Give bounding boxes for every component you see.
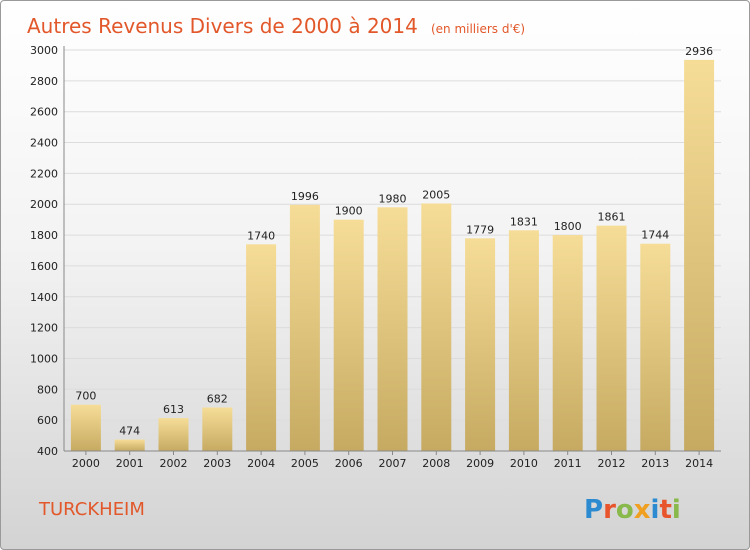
bar-2009 [465, 238, 496, 451]
x-tick-label: 2006 [335, 457, 363, 470]
x-tick-label: 2007 [379, 457, 407, 470]
y-tick-label: 800 [37, 383, 58, 396]
x-tick-label: 2013 [641, 457, 669, 470]
value-label: 1744 [641, 229, 669, 242]
chart-title: Autres Revenus Divers de 2000 à 2014 (en… [27, 14, 525, 38]
y-tick-label: 3000 [30, 44, 58, 57]
x-tick-label: 2000 [72, 457, 100, 470]
bar-2010 [508, 230, 539, 451]
commune-name: TURCKHEIM [38, 499, 145, 520]
logo-letter: t [659, 495, 671, 525]
y-tick-label: 600 [37, 414, 58, 427]
bar-2003 [202, 407, 233, 451]
proxiti-logo: Proxiti [584, 495, 681, 525]
value-label: 1831 [510, 215, 538, 228]
y-tick-label: 2800 [30, 75, 58, 88]
bar-2011 [552, 235, 583, 451]
bar-2001 [114, 439, 145, 451]
value-label: 1779 [466, 223, 494, 236]
bar-2002 [158, 418, 189, 451]
x-tick-label: 2009 [466, 457, 494, 470]
x-tick-label: 2001 [116, 457, 144, 470]
logo-letter: r [603, 495, 616, 525]
bar-2007 [377, 207, 408, 451]
logo-letter: o [616, 495, 634, 525]
value-label: 700 [75, 390, 96, 403]
x-tick-label: 2004 [247, 457, 275, 470]
bar-2012 [596, 225, 627, 451]
value-label: 1980 [379, 192, 407, 205]
x-tick-label: 2012 [598, 457, 626, 470]
y-tick-label: 1600 [30, 260, 58, 273]
value-label: 1861 [598, 211, 626, 224]
bar-2006 [333, 219, 364, 451]
value-label: 613 [163, 403, 184, 416]
value-label: 2936 [685, 45, 713, 58]
bars: 700 474 613 682 1740 1996 1900 1980 2005 1779 1831… [70, 45, 715, 452]
bar-2005 [289, 204, 320, 451]
chart-subtitle: (en milliers d'€) [431, 22, 525, 36]
y-tick-label: 2000 [30, 198, 58, 211]
value-label: 2005 [422, 188, 450, 201]
y-tick-label: 2600 [30, 106, 58, 119]
logo-letter: i [651, 495, 660, 525]
y-tick-label: 2400 [30, 137, 58, 150]
y-tick-label: 2200 [30, 167, 58, 180]
value-label: 474 [119, 425, 140, 438]
value-label: 1740 [247, 229, 275, 242]
x-tick-label: 2002 [160, 457, 188, 470]
bar-2013 [640, 243, 671, 451]
axes: 400 600 800 1000 1200 1400 1600 1800 2000 2200 240… [30, 44, 721, 470]
logo-letter: P [584, 495, 603, 525]
bar-2014 [684, 59, 715, 452]
value-label: 1900 [335, 205, 363, 218]
y-tick-label: 1000 [30, 352, 58, 365]
logo-letter: x [634, 495, 651, 525]
bar-2000 [70, 404, 101, 451]
y-tick-label: 1200 [30, 322, 58, 335]
chart-title-main: Autres Revenus Divers de 2000 à 2014 [27, 14, 418, 38]
x-tick-label: 2003 [203, 457, 231, 470]
y-tick-label: 400 [37, 445, 58, 458]
x-tick-label: 2008 [422, 457, 450, 470]
value-label: 1800 [554, 220, 582, 233]
y-tick-label: 1400 [30, 291, 58, 304]
x-tick-label: 2005 [291, 457, 319, 470]
bar-2008 [421, 203, 452, 451]
value-label: 682 [207, 393, 228, 406]
x-tick-label: 2011 [554, 457, 582, 470]
x-tick-label: 2014 [685, 457, 713, 470]
logo-letter: i [672, 495, 681, 525]
bar-2004 [246, 244, 277, 451]
value-label: 1996 [291, 190, 319, 203]
y-tick-label: 1800 [30, 229, 58, 242]
x-tick-label: 2010 [510, 457, 538, 470]
